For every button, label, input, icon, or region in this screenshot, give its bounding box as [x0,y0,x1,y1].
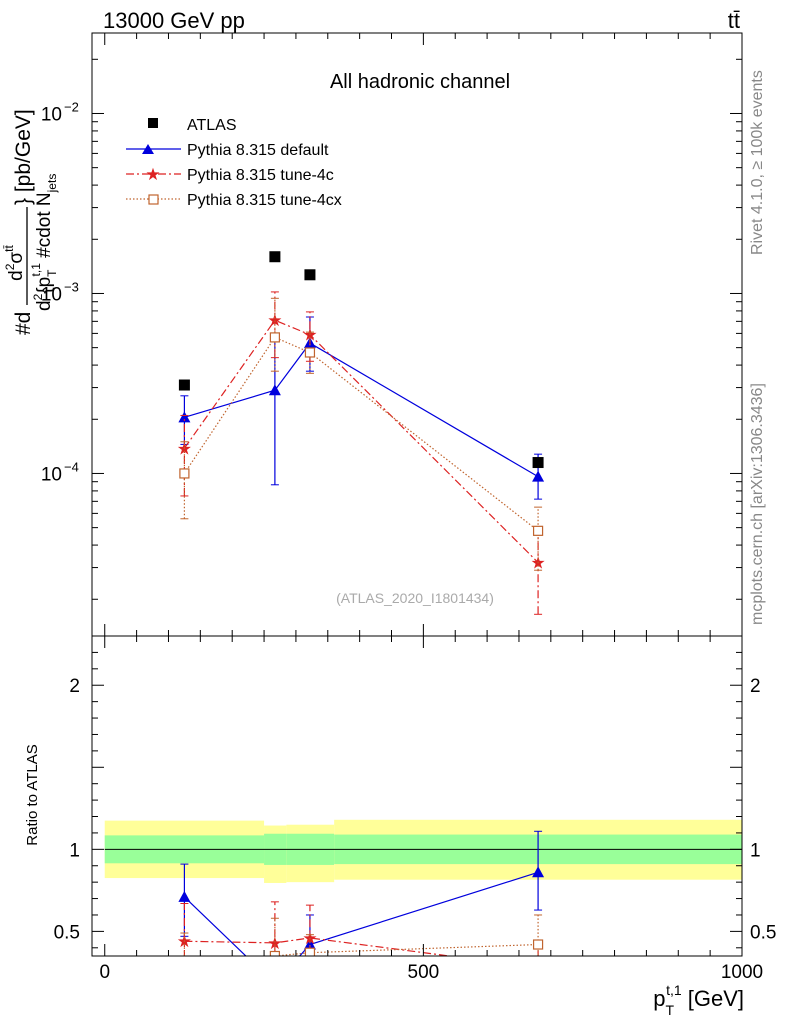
y-tick-label-exponent: −2 [64,99,79,114]
y-axis-label-main: #d d2σtt̄ d2{pTt,1 #cdot Njets } [pb/GeV… [2,109,59,335]
analysis-watermark: (ATLAS_2020_I1801434) [336,590,494,606]
legend-entry-tune4c: ★ Pythia 8.315 tune-4c [126,165,334,184]
main-series-pythia-8-315-tune-4cx [179,297,544,571]
main-series-line [183,319,539,563]
mcplots-label: mcplots.cern.ch [arXiv:1306.3436] [749,383,766,625]
ratio-data-point [303,938,316,950]
ratio-frame [91,635,743,957]
svg-text:#d: #d [12,312,35,335]
ratio-y-tick-label-left: 0.5 [54,922,80,943]
legend: ATLAS Pythia 8.315 default ★ Pythia 8.31… [126,117,342,209]
main-series-layer: ★★★★ [177,251,546,615]
ratio-y-tick-label-left: 2 [69,676,80,697]
x-axis-label: pTt,1 [GeV] [653,982,744,1018]
main-data-point [532,525,544,536]
y-tick-label: 10 [41,464,62,485]
main-data-point: ★ [177,439,192,458]
ratio-data-point [179,955,190,956]
main-data-point [268,384,281,396]
main-series-line [183,336,539,532]
ratio-y-tick-label-right: 2 [750,676,761,697]
ratio-series-pythia-8-315-tune-4cx [179,914,544,956]
ratio-axis-ticks [92,636,743,956]
ylabel-front: #d [12,312,35,335]
main-data-point [304,269,316,281]
header-process: tt̄ [728,8,740,33]
chart-title: All hadronic channel [330,71,510,93]
y-tick-label: 10 [41,104,62,125]
main-panel: All hadronic channel (ATLAS_2020_I180143… [41,32,743,637]
ratio-tick-labels: 0 500 1000 0.5 0.5 1 1 2 2 [54,676,777,983]
main-data-point [179,468,190,479]
main-data-point [178,411,191,423]
x-tick-label: 500 [408,962,440,983]
main-data-point [178,379,190,391]
legend-label-tune4c: Pythia 8.315 tune-4c [187,167,334,184]
legend-entry-tune4cx: Pythia 8.315 tune-4cx [126,192,342,209]
x-tick-label: 1000 [721,962,763,983]
ratio-series-layer: ★ ★ ★★ [177,830,545,989]
y-tick-label-exponent: −4 [64,459,79,474]
ylabel-tail: } [pb/GeV] [12,109,35,205]
legend-marker-default [142,144,154,154]
x-tick-label: 0 [99,962,110,983]
legend-marker-tune4c: ★ [145,165,160,184]
uncertainty-bands [104,819,742,883]
legend-marker-atlas [148,118,158,128]
ratio-data-point [269,978,281,989]
ratio-series-line [263,943,539,956]
ratio-series-pythia-8-315-tune-4c: ★ ★ ★★ [177,901,545,977]
legend-label-tune4cx: Pythia 8.315 tune-4cx [187,192,342,209]
ratio-data-point [304,947,316,956]
main-data-point [269,332,280,343]
legend-label-atlas: ATLAS [187,117,237,134]
main-data-point [269,251,281,263]
header-energy: 13000 GeV pp [103,8,245,33]
ratio-y-tick-label-right: 1 [750,840,761,861]
ratio-data-point [532,866,545,878]
ratio-data-point [532,939,544,950]
y-tick-labels-main: 10−410−310−2 [41,99,79,485]
legend-label-default: Pythia 8.315 default [187,142,329,159]
ratio-data-point [269,950,280,956]
main-series-pythia-8-315-default [178,316,545,500]
y-axis-label-ratio: Ratio to ATLAS [24,744,41,845]
ratio-y-tick-label-right: 0.5 [750,922,776,943]
main-series-atlas [178,251,544,469]
ratio-series-line [183,871,539,956]
main-data-point [532,457,544,469]
legend-entry-default: Pythia 8.315 default [126,142,329,159]
y-tick-label-exponent: −3 [64,279,79,294]
legend-entry-atlas: ATLAS [148,117,237,134]
ratio-data-point: ★ [530,958,545,977]
ratio-data-point: ★ [267,934,282,953]
ratio-y-tick-label-left: 1 [69,840,80,861]
main-series-pythia-8-315-tune-4c: ★★★★ [177,291,546,615]
rivet-label: Rivet 4.1.0, ≥ 100k events [749,70,766,255]
ylabel-numerator: d2σtt̄ [2,245,27,281]
main-data-point: ★ [302,326,317,345]
main-data-point [532,470,545,482]
main-data-point [304,347,316,358]
y-tick-label: 10 [41,284,62,305]
main-series-line [184,342,539,478]
ylabel-denominator: d2{pTt,1 #cdot Njets [29,174,59,311]
y-axis-ticks-main [92,33,743,636]
ratio-series-line [184,937,455,956]
legend-marker-tune4cx [148,194,159,205]
ratio-data-point [178,890,191,902]
